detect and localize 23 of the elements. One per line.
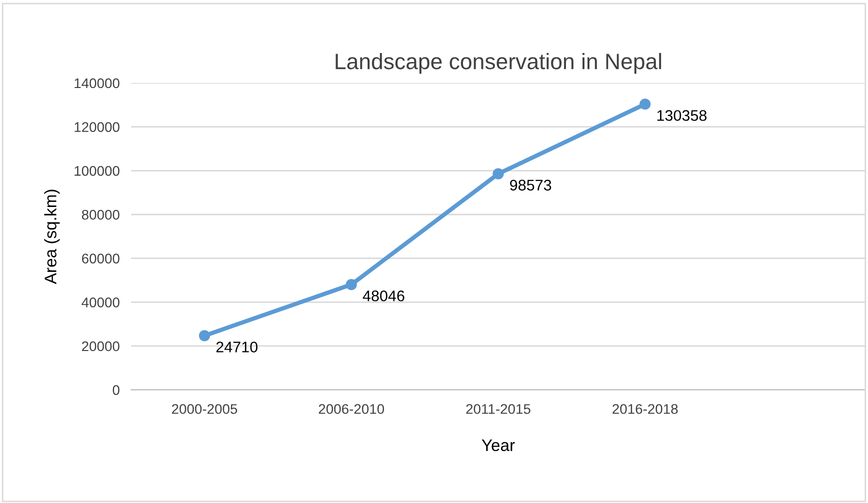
x-axis-title: Year xyxy=(482,439,515,452)
point xyxy=(640,98,651,110)
point xyxy=(346,278,357,290)
x-tick-label: 2000-2005 xyxy=(172,404,238,414)
data-label: 130358 xyxy=(657,110,707,121)
point xyxy=(198,330,210,342)
chart-title: Landscape conservation in Nepal xyxy=(336,53,662,74)
y-tick-label: 80000 xyxy=(82,210,120,220)
x-tick-label: 2006-2010 xyxy=(318,404,384,414)
y-tick-label: 20000 xyxy=(82,341,120,352)
data-label: 98573 xyxy=(510,180,552,191)
data-label: 24710 xyxy=(216,342,258,352)
y-tick-label: 120000 xyxy=(74,122,120,132)
data-label: 48046 xyxy=(362,290,404,302)
x-tick-label: 2016-2018 xyxy=(612,404,678,414)
y-tick-label: 60000 xyxy=(82,254,120,264)
x-tick-label: 2011-2015 xyxy=(466,404,530,414)
y-tick-label: 100000 xyxy=(74,166,120,176)
y-tick-label: 0 xyxy=(112,385,120,395)
y-tick-label: 140000 xyxy=(74,78,120,88)
y-axis-title: Area (sq.km) xyxy=(44,190,60,284)
y-tick-label: 40000 xyxy=(82,297,120,308)
point xyxy=(492,168,504,180)
